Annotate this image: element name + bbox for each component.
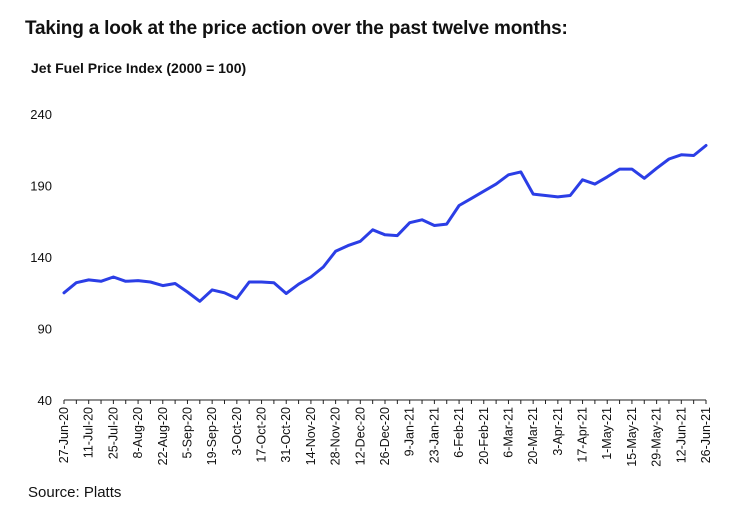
chart-title: Taking a look at the price action over t… [25,18,568,39]
x-axis: 27-Jun-20 11-Jul-20 25-Jul-20 8-Aug-20 22-Au… [57,399,713,467]
x-tick-label: 20-Mar-21 [526,407,540,465]
series-line [62,144,708,303]
x-tick-label: 8-Aug-20 [131,407,145,458]
x-tick-label: 20-Feb-21 [477,407,491,465]
x-tick-label: 3-Apr-21 [551,407,565,456]
source-note: Source: Platts [28,484,122,501]
x-tick-label: 6-Mar-21 [501,407,515,458]
x-tick-label: 17-Oct-20 [255,407,269,463]
x-tick-label: 26-Dec-20 [378,407,392,465]
x-tick-label: 11-Jul-20 [82,407,96,458]
series-layer [62,144,708,303]
y-tick-label: 40 [38,393,52,408]
x-tick-label: 12-Dec-20 [353,407,367,465]
x-tick-label: 14-Nov-20 [304,407,318,465]
x-tick-label: 23-Jan-21 [427,407,441,463]
x-tick-label: 12-Jun-21 [674,407,688,463]
x-tick-label: 26-Jun-21 [699,407,713,463]
x-tick-label: 29-May-21 [650,407,664,467]
x-tick-label: 19-Sep-20 [205,407,219,465]
y-tick-label: 90 [38,322,52,337]
y-tick-label: 240 [30,107,52,122]
x-tick-label: 17-Apr-21 [576,407,590,463]
x-tick-label: 28-Nov-20 [329,407,343,465]
y-tick-label: 190 [30,179,52,194]
x-tick-label: 27-Jun-20 [57,407,71,463]
x-tick-label: 15-May-21 [625,407,639,467]
x-tick-label: 22-Aug-20 [156,407,170,465]
x-tick-label: 9-Jan-21 [403,407,417,456]
x-tick-label: 25-Jul-20 [106,407,120,459]
y-axis: 40 90 140 190 240 [30,107,52,408]
x-tick-label: 6-Feb-21 [452,407,466,458]
x-tick-label: 5-Sep-20 [180,407,194,458]
chart-subtitle: Jet Fuel Price Index (2000 = 100) [31,60,247,76]
x-tick-label: 3-Oct-20 [230,407,244,456]
x-tick-label: 1-May-21 [600,407,614,460]
y-tick-label: 140 [30,250,52,265]
x-tick-label: 31-Oct-20 [279,407,293,463]
